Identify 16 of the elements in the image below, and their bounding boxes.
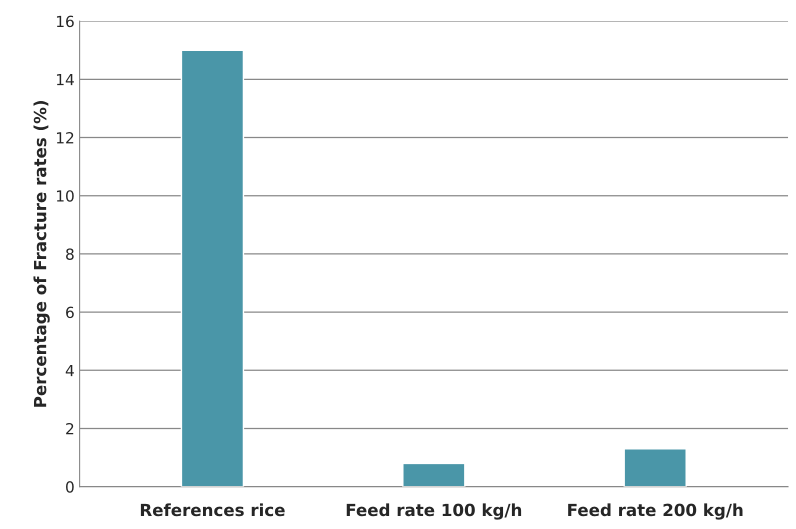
bar bbox=[624, 448, 687, 487]
y-tick-label: 2 bbox=[66, 422, 74, 434]
y-tick-label: 14 bbox=[56, 74, 74, 86]
x-tick-label: Feed rate 200 kg/h bbox=[568, 503, 742, 520]
y-tick-label: 6 bbox=[66, 306, 74, 318]
x-tick-label: Feed rate 100 kg/h bbox=[346, 503, 522, 520]
y-tick-label: 12 bbox=[56, 132, 74, 144]
y-axis-title: Percentage of Fracture rates (%) bbox=[33, 100, 50, 407]
x-tick-label: References rice bbox=[140, 503, 285, 516]
bar bbox=[180, 50, 244, 487]
bar bbox=[402, 462, 466, 487]
y-tick-label: 16 bbox=[56, 16, 74, 28]
y-tick-label: 0 bbox=[66, 481, 74, 493]
y-tick-label: 4 bbox=[66, 364, 74, 376]
y-tick-label: 8 bbox=[66, 248, 74, 260]
y-tick-label: 10 bbox=[56, 190, 74, 202]
